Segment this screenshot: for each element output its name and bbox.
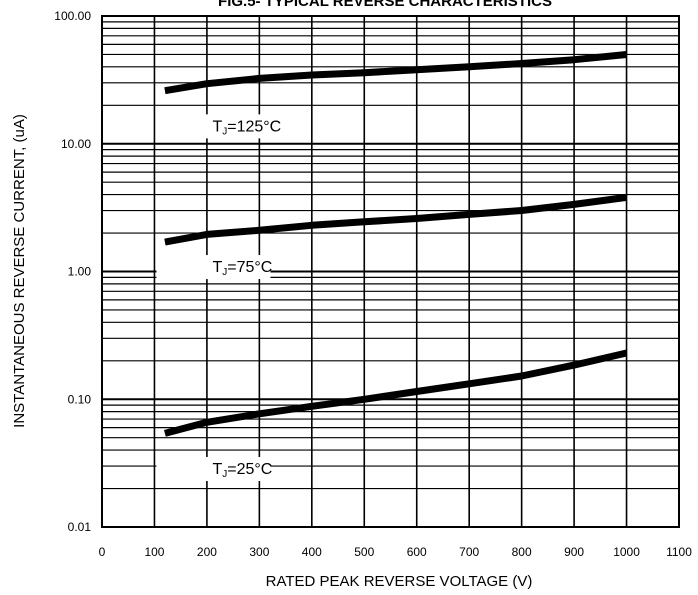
series-label: TJ=125°C	[212, 118, 281, 137]
series-label-background	[156, 255, 271, 280]
series-label: TJ=75°C	[212, 259, 272, 278]
y-axis-title: INSTANTANEOUS REVERSE CURRENT, (uA)	[11, 114, 28, 428]
x-axis-title: RATED PEAK REVERSE VOLTAGE (V)	[266, 573, 533, 590]
x-tick-label: 700	[459, 545, 479, 559]
x-tick-label: 200	[197, 545, 217, 559]
series-line-0	[164, 51, 627, 95]
x-tick-label: 300	[249, 545, 269, 559]
y-tick-label: 10.00	[61, 137, 91, 151]
x-axis-ticks: 0 100 200 300 400 500 600 700 800 900 1000 1100	[99, 545, 693, 559]
series-label: TJ=25°C	[212, 461, 272, 480]
x-tick-label: 400	[302, 545, 322, 559]
y-tick-label: 100.00	[54, 9, 91, 23]
y-tick-label: 1.00	[68, 265, 92, 279]
y-axis-ticks: 0.01 0.10 1.00 10.00 100.00	[54, 9, 91, 534]
y-tick-label: 0.01	[68, 520, 92, 534]
series-line-2	[164, 349, 628, 437]
x-tick-label: 800	[512, 545, 532, 559]
series-label-background	[156, 114, 271, 139]
x-tick-label: 600	[407, 545, 427, 559]
series-labels: TJ=125°C TJ=75°C TJ=25°C	[156, 114, 281, 481]
x-tick-label: 1000	[613, 545, 640, 559]
x-tick-label: 100	[144, 545, 164, 559]
series-line-1	[164, 193, 627, 246]
x-tick-label: 900	[564, 545, 584, 559]
chart-title: FIG.5- TYPICAL REVERSE CHARACTERISTICS	[218, 0, 552, 10]
series-label-background	[156, 456, 271, 481]
y-tick-label: 0.10	[68, 392, 92, 406]
series-lines	[164, 51, 628, 437]
plot-frame	[101, 15, 680, 528]
x-tick-label: 500	[354, 545, 374, 559]
x-tick-label: 0	[99, 545, 106, 559]
x-tick-label: 1100	[666, 545, 692, 559]
